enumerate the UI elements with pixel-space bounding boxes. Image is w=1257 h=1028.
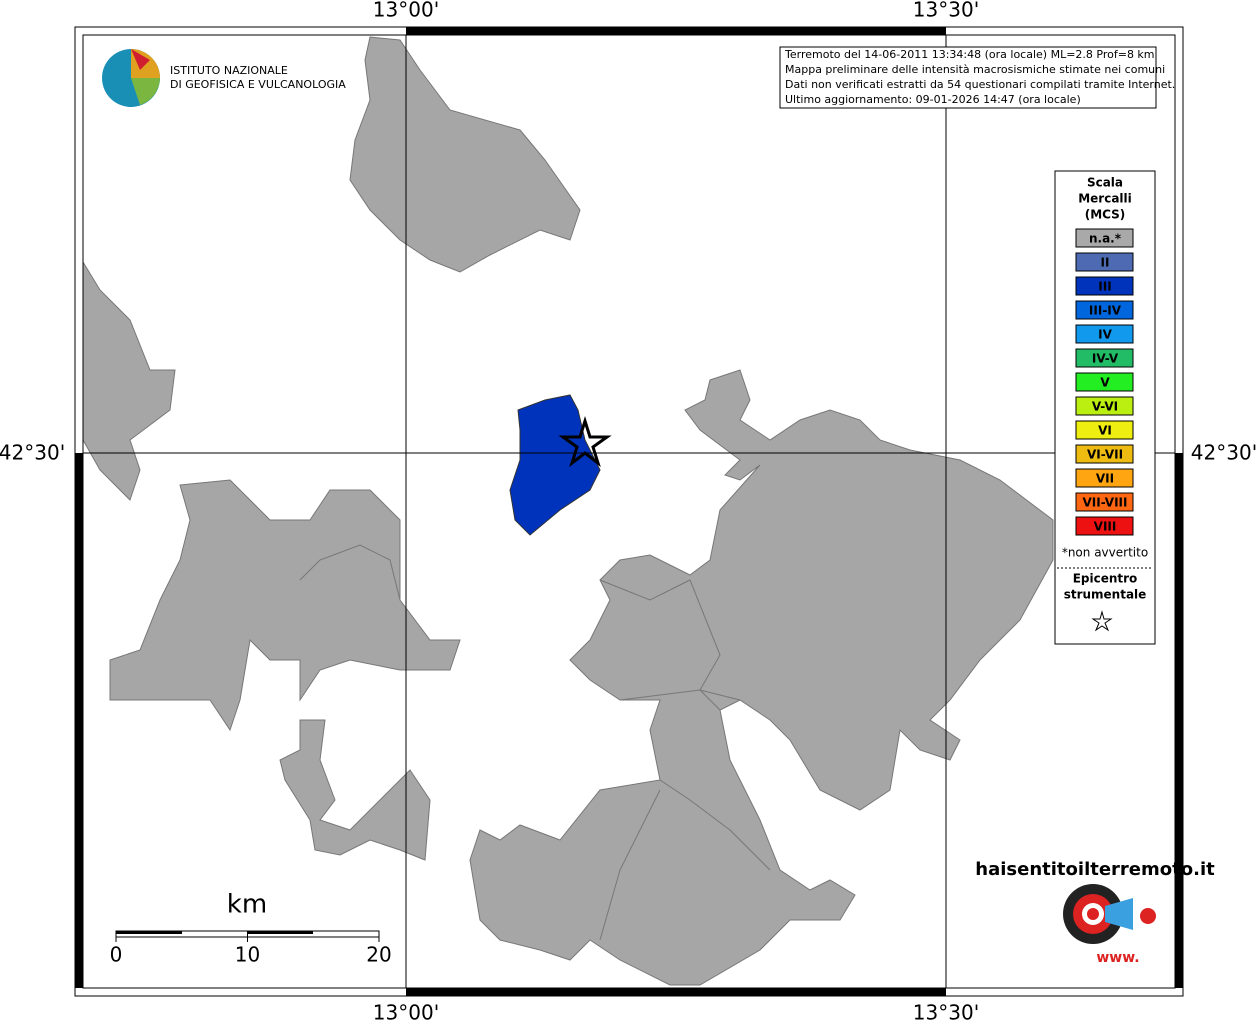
legend-label: IV [1098, 328, 1112, 342]
legend-label: VII [1096, 472, 1114, 486]
scale-bar: km [115, 890, 380, 938]
legend-swatch [1075, 300, 1134, 320]
legend-title: Mercalli [1078, 192, 1132, 206]
legend-swatch [1075, 396, 1134, 416]
frame-bars [75, 27, 1183, 996]
legend-swatch [1075, 516, 1134, 536]
land [82, 36, 1054, 986]
legend-label: VI [1098, 424, 1112, 438]
info-line: Dati non verificati estratti da 54 quest… [785, 78, 1175, 91]
legend-label: II [1101, 256, 1110, 270]
ingv-logo: ISTITUTO NAZIONALE DI GEOFISICA E VULCAN… [102, 49, 346, 107]
lon-label: 13°00' [373, 0, 439, 22]
legend-label: III [1098, 280, 1111, 294]
legend-label: III-IV [1089, 304, 1122, 318]
scale-label: 0 [110, 943, 123, 967]
legend-epicenter: strumentale [1064, 588, 1147, 602]
logo-text: DI GEOFISICA E VULCANOLOGIA [170, 78, 346, 91]
legend-label: V [1100, 376, 1110, 390]
legend-label: n.a.* [1089, 232, 1122, 246]
scale-unit: km [227, 890, 267, 920]
legend-swatch [1075, 420, 1134, 440]
info-line: Mappa preliminare delle intensità macros… [785, 63, 1165, 76]
site-prefix: www. [1096, 950, 1139, 966]
legend-label: VI-VII [1087, 448, 1123, 462]
intensity-area [509, 394, 601, 536]
legend-swatch [1075, 444, 1134, 464]
legend-title: Scala [1087, 176, 1123, 190]
legend-title: (MCS) [1085, 208, 1126, 222]
logo-text: ISTITUTO NAZIONALE [170, 64, 288, 77]
info-line: Ultimo aggiornamento: 09-01-2026 14:47 (… [785, 93, 1081, 106]
site-name: haisentitoilterremoto.it [975, 859, 1215, 880]
lon-label: 13°30' [913, 1001, 979, 1025]
site-logo: haisentitoilterremoto.it www. [975, 859, 1215, 966]
epicenter [558, 415, 612, 468]
legend-swatch [1075, 348, 1134, 368]
legend-swatch [1075, 492, 1134, 512]
legend-label: V-VI [1092, 400, 1118, 414]
legend-label: VIII [1094, 520, 1117, 534]
legend-star [1091, 610, 1113, 632]
lon-label: 13°00' [373, 1001, 439, 1025]
legend-swatch [1075, 252, 1134, 272]
scale-ticks: 0 10 20 [110, 931, 392, 967]
legend-swatch [1075, 372, 1134, 392]
info-line: Terremoto del 14-06-2011 13:34:48 (ora l… [784, 48, 1155, 61]
lat-label: 42°30' [1191, 441, 1257, 465]
legend-swatch [1075, 228, 1134, 248]
lat-label: 42°30' [0, 441, 65, 465]
legend-swatch [1075, 468, 1134, 488]
legend: ScalaMercalli(MCS)n.a.*IIIIIIII-IVIVIV-V… [1075, 176, 1134, 536]
scale-label: 20 [366, 943, 391, 967]
legend-epicenter: Epicentro [1073, 572, 1138, 586]
info-lines: Terremoto del 14-06-2011 13:34:48 (ora l… [784, 48, 1175, 106]
legend-label: VII-VIII [1082, 496, 1127, 510]
info-box [779, 46, 1157, 109]
legend-note: *non avvertito [1062, 546, 1148, 560]
lon-label: 13°30' [913, 0, 979, 22]
legend-label: IV-V [1092, 352, 1119, 366]
scale-label: 10 [235, 943, 260, 967]
legend-swatch [1075, 276, 1134, 296]
legend-swatch [1075, 324, 1134, 344]
